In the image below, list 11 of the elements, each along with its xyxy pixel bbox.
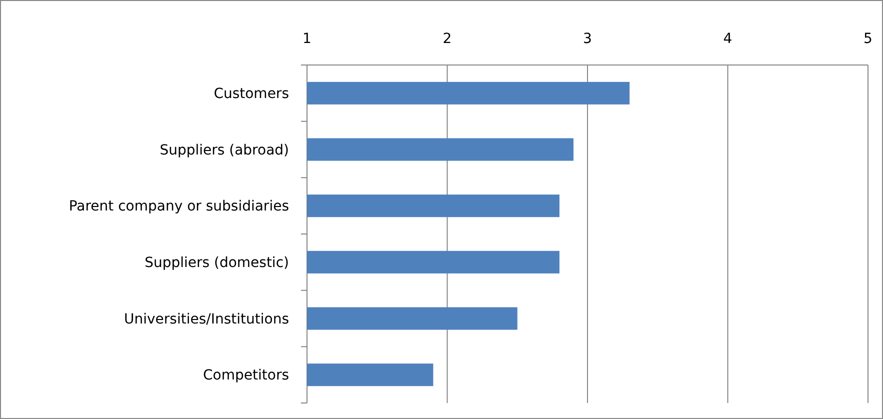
y-tick-label: Suppliers (domestic) xyxy=(144,255,289,272)
y-tick-label: Customers xyxy=(214,86,289,102)
y-tick-label: Universities/Institutions xyxy=(124,311,289,328)
y-tick-label: Parent company or subsidiaries xyxy=(68,198,289,215)
x-tick-label: 3 xyxy=(583,31,592,47)
x-tick-label: 5 xyxy=(864,31,872,47)
y-tick-label: Suppliers (abroad) xyxy=(160,142,289,158)
y-tick-label: Competitors xyxy=(203,368,289,384)
x-tick-label: 1 xyxy=(302,31,312,47)
x-tick-label: 4 xyxy=(723,31,732,47)
x-tick-label: 2 xyxy=(442,31,452,47)
